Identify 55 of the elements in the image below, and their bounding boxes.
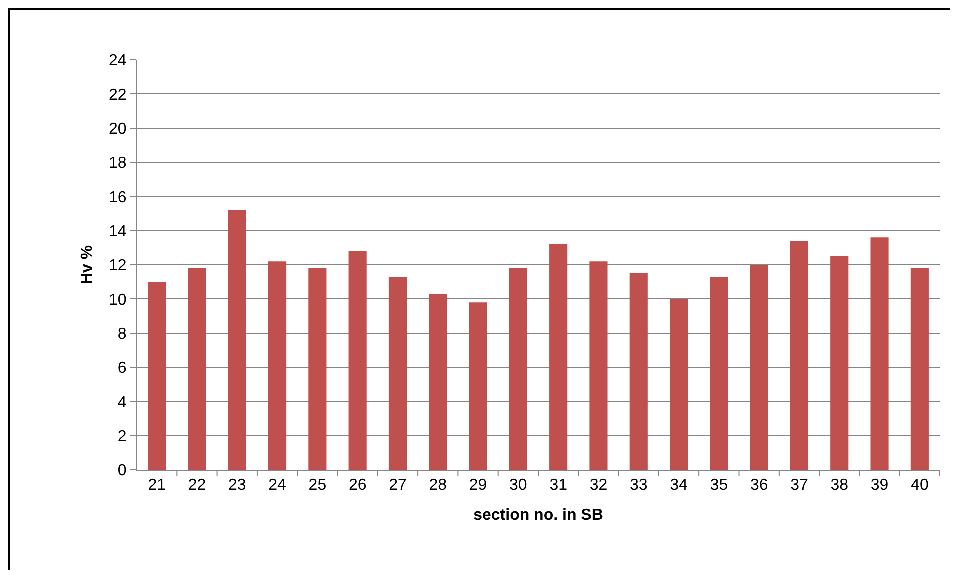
bar bbox=[550, 244, 568, 470]
y-tick-label: 10 bbox=[109, 292, 127, 309]
y-tick-label: 22 bbox=[109, 86, 127, 104]
bar bbox=[268, 262, 287, 470]
x-tick-label: 35 bbox=[710, 477, 728, 494]
y-tick-label: 20 bbox=[109, 120, 127, 138]
bar bbox=[509, 268, 528, 470]
x-tick-label: 29 bbox=[469, 477, 488, 494]
bar bbox=[670, 299, 688, 470]
bar bbox=[790, 241, 809, 470]
x-tick-label: 34 bbox=[670, 477, 688, 494]
bar bbox=[228, 210, 246, 470]
x-tick-label: 27 bbox=[389, 477, 407, 494]
x-tick-label: 37 bbox=[790, 477, 808, 494]
x-tick-label: 31 bbox=[550, 477, 568, 494]
x-tick-label: 33 bbox=[630, 477, 648, 494]
x-tick-label: 21 bbox=[148, 477, 166, 494]
y-tick-label: 6 bbox=[118, 360, 127, 378]
bar bbox=[429, 294, 448, 470]
x-tick-label: 26 bbox=[348, 477, 367, 494]
bar bbox=[830, 256, 849, 470]
y-tick-label: 24 bbox=[109, 52, 127, 70]
x-tick-label: 25 bbox=[308, 477, 327, 494]
y-tick-label: 18 bbox=[109, 155, 127, 172]
bar bbox=[910, 268, 929, 470]
bar bbox=[710, 276, 728, 470]
bar bbox=[469, 302, 488, 470]
y-tick-label: 12 bbox=[109, 258, 127, 275]
bar bbox=[348, 251, 367, 470]
x-tick-label: 30 bbox=[510, 477, 528, 494]
y-tick-label: 8 bbox=[118, 326, 127, 343]
bar bbox=[590, 262, 608, 470]
y-tick-label: 14 bbox=[109, 223, 127, 240]
x-tick-label: 32 bbox=[590, 477, 608, 494]
x-axis-title: section no. in SB bbox=[474, 506, 604, 524]
bar bbox=[308, 268, 327, 470]
bar bbox=[630, 274, 648, 470]
y-axis-title: Hv % bbox=[78, 245, 96, 285]
bar bbox=[388, 276, 408, 470]
bar bbox=[870, 238, 889, 470]
x-tick-label: 39 bbox=[870, 477, 889, 494]
bar bbox=[750, 265, 768, 470]
y-tick-label: 0 bbox=[118, 462, 127, 480]
x-tick-label: 36 bbox=[750, 477, 768, 494]
x-tick-label: 24 bbox=[268, 477, 287, 494]
y-tick-label: 16 bbox=[109, 189, 127, 206]
y-tick-label: 2 bbox=[118, 428, 127, 446]
x-tick-label: 38 bbox=[830, 477, 849, 494]
bar bbox=[188, 268, 206, 470]
y-tick-label: 4 bbox=[118, 394, 127, 412]
x-tick-label: 23 bbox=[228, 477, 246, 494]
x-tick-label: 28 bbox=[429, 477, 448, 494]
x-tick-label: 40 bbox=[911, 477, 929, 494]
x-tick-label: 22 bbox=[188, 477, 206, 494]
bar bbox=[148, 282, 166, 470]
